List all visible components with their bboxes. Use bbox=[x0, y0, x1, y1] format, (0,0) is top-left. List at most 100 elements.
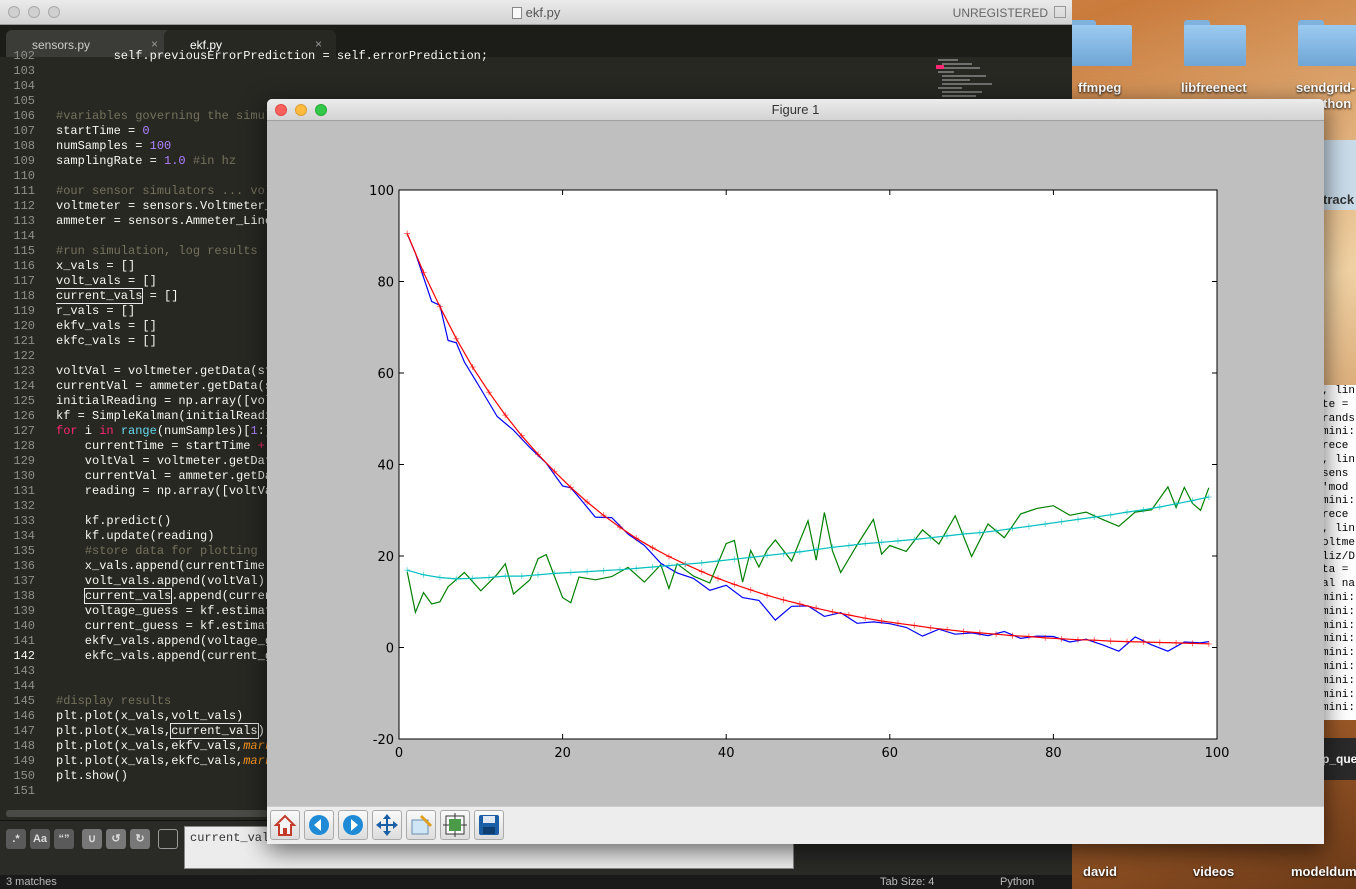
syntax-indicator[interactable]: Python bbox=[1000, 876, 1035, 888]
code-line[interactable]: for i in range(numSamples)[1:] bbox=[56, 424, 273, 438]
minimize-window-icon[interactable] bbox=[295, 104, 307, 116]
folder-label-david[interactable]: david bbox=[1083, 864, 1117, 879]
line-number: 143 bbox=[13, 664, 35, 678]
code-line[interactable]: r_vals = [] bbox=[56, 304, 136, 318]
code-line[interactable]: ekfv_vals = [] bbox=[56, 319, 157, 333]
series-1-point bbox=[927, 624, 934, 631]
y-tick-label: 40 bbox=[377, 459, 394, 474]
editor-titlebar[interactable]: ekf.py UNREGISTERED bbox=[0, 0, 1072, 25]
home-button[interactable] bbox=[270, 810, 300, 840]
close-window-icon[interactable] bbox=[8, 6, 20, 18]
code-line[interactable]: initialReading = np.array([vol bbox=[56, 394, 273, 408]
code-line[interactable]: reading = np.array([voltVa bbox=[56, 484, 273, 498]
whole-word-toggle[interactable]: “” bbox=[54, 829, 74, 849]
code-line[interactable]: numSamples = 100 bbox=[56, 139, 172, 153]
x-tick-label: 100 bbox=[1205, 746, 1230, 761]
close-icon[interactable]: × bbox=[314, 37, 322, 51]
folder-icon[interactable] bbox=[1298, 20, 1356, 66]
tab-bar: sensors.py × ekf.py × bbox=[0, 25, 1072, 57]
tab-size-indicator[interactable]: Tab Size: 4 bbox=[880, 876, 935, 888]
tab-sensors-py[interactable]: sensors.py × bbox=[6, 30, 172, 57]
code-line[interactable]: voltVal = voltmeter.getData(st bbox=[56, 364, 273, 378]
code-line[interactable]: currentTime = startTime + bbox=[56, 439, 265, 453]
folder-label-libfreenect[interactable]: libfreenect bbox=[1181, 80, 1247, 95]
code-line[interactable]: volt_vals = [] bbox=[56, 274, 157, 288]
code-area[interactable]: self.previousErrorPrediction = self.erro… bbox=[56, 49, 936, 799]
series-3-point bbox=[600, 567, 607, 574]
code-line[interactable]: kf = SimpleKalman(initialReadi bbox=[56, 409, 273, 423]
code-line[interactable]: current_vals = [] bbox=[56, 288, 179, 304]
series-1-point bbox=[894, 620, 901, 627]
figure-titlebar[interactable]: Figure 1 bbox=[267, 99, 1324, 121]
code-line[interactable]: #run simulation, log results bbox=[56, 244, 258, 258]
highlight-icon[interactable]: ↻ bbox=[130, 829, 150, 849]
code-line[interactable]: #store data for plotting bbox=[84, 544, 258, 558]
folder-label-sendgrid[interactable]: sendgrid- bbox=[1296, 80, 1356, 95]
series-1-point bbox=[764, 592, 771, 599]
code-line[interactable]: currentVal = ammeter.getDa bbox=[56, 469, 273, 483]
code-line[interactable]: self.previousErrorPrediction = self.erro… bbox=[56, 49, 489, 63]
forward-button[interactable] bbox=[338, 810, 368, 840]
in-selection-icon[interactable]: ↺ bbox=[106, 829, 126, 849]
zoom-window-icon[interactable] bbox=[315, 104, 327, 116]
series-1-point bbox=[780, 596, 787, 603]
code-line[interactable]: x_vals.append(currentTime) bbox=[56, 559, 273, 573]
series-1-point bbox=[584, 499, 591, 506]
folder-label-videos[interactable]: videos bbox=[1193, 864, 1235, 879]
terminal-line: mini: bbox=[1322, 702, 1356, 715]
wrap-icon[interactable]: ∪ bbox=[82, 829, 102, 849]
code-line[interactable]: startTime = 0 bbox=[56, 124, 150, 138]
series-3-point bbox=[829, 544, 836, 551]
terminal-window[interactable]: , lin te = rands mini: rece, lin sens 'mod m… bbox=[1322, 385, 1356, 720]
regex-toggle[interactable]: .* bbox=[6, 829, 26, 849]
code-line[interactable]: #our sensor simulators ... vol bbox=[56, 184, 273, 198]
code-line[interactable]: ekfc_vals = [] bbox=[56, 334, 157, 348]
save-button[interactable] bbox=[474, 810, 504, 840]
subplots-button[interactable] bbox=[440, 810, 470, 840]
series-1-point bbox=[796, 601, 803, 608]
folder-label-modeldum[interactable]: modeldum bbox=[1291, 864, 1356, 879]
tab-ekf-py[interactable]: ekf.py × bbox=[164, 30, 336, 57]
close-window-icon[interactable] bbox=[275, 104, 287, 116]
terminal-tab[interactable]: p_que bbox=[1322, 738, 1356, 780]
close-icon[interactable]: × bbox=[150, 37, 158, 51]
code-line[interactable]: voltage_guess = kf.estimat bbox=[56, 604, 273, 618]
code-line[interactable]: volt_vals.append(voltVal) bbox=[56, 574, 265, 588]
code-line[interactable]: current_vals.append(curren bbox=[83, 588, 273, 604]
zoom-button[interactable] bbox=[406, 810, 436, 840]
code-line[interactable]: plt.plot(x_vals,ekfc_vals,mark bbox=[56, 754, 273, 768]
code-line[interactable]: x_vals = [] bbox=[56, 259, 136, 273]
minimize-window-icon[interactable] bbox=[28, 6, 40, 18]
code-line[interactable]: ekfc_vals.append(current_g bbox=[56, 649, 273, 663]
folder-icon[interactable] bbox=[1070, 20, 1132, 66]
code-line[interactable]: #display results bbox=[56, 694, 172, 708]
code-line[interactable] bbox=[56, 79, 936, 94]
code-line[interactable]: current_guess = kf.estimat bbox=[56, 619, 273, 633]
code-line[interactable]: plt.plot(x_vals,ekfv_vals,mark bbox=[56, 739, 273, 753]
line-number: 113 bbox=[13, 214, 35, 228]
code-line[interactable]: #variables governing the simul bbox=[56, 109, 273, 123]
code-line[interactable]: kf.predict() bbox=[56, 514, 172, 528]
zoom-window-icon[interactable] bbox=[48, 6, 60, 18]
code-line[interactable]: samplingRate = 1.0 #in hz bbox=[56, 154, 237, 168]
code-line[interactable] bbox=[56, 64, 936, 79]
pan-button[interactable] bbox=[372, 810, 402, 840]
folder-label-ffmpeg[interactable]: ffmpeg bbox=[1078, 80, 1122, 95]
minimap[interactable] bbox=[936, 57, 1066, 102]
code-line[interactable]: voltVal = voltmeter.getDat bbox=[56, 454, 273, 468]
code-line[interactable]: plt.show() bbox=[56, 769, 129, 783]
line-number: 140 bbox=[13, 619, 35, 633]
horizontal-scrollbar[interactable] bbox=[6, 810, 268, 817]
show-context-icon[interactable] bbox=[158, 829, 178, 849]
case-toggle[interactable]: Aa bbox=[30, 829, 50, 849]
code-line[interactable]: kf.update(reading) bbox=[56, 529, 215, 543]
code-line[interactable]: plt.plot(x_vals,current_vals) bbox=[56, 723, 265, 739]
code-line[interactable]: plt.plot(x_vals,volt_vals) bbox=[56, 709, 244, 723]
fullscreen-icon[interactable] bbox=[1054, 6, 1066, 18]
code-line[interactable]: ekfv_vals.append(voltage_g bbox=[56, 634, 273, 648]
folder-icon[interactable] bbox=[1184, 20, 1246, 66]
code-line[interactable]: voltmeter = sensors.Voltmeter_ bbox=[56, 199, 273, 213]
code-line[interactable]: currentVal = ammeter.getData(s bbox=[56, 379, 273, 393]
back-button[interactable] bbox=[304, 810, 334, 840]
code-line[interactable]: ammeter = sensors.Ammeter_Line bbox=[56, 214, 273, 228]
